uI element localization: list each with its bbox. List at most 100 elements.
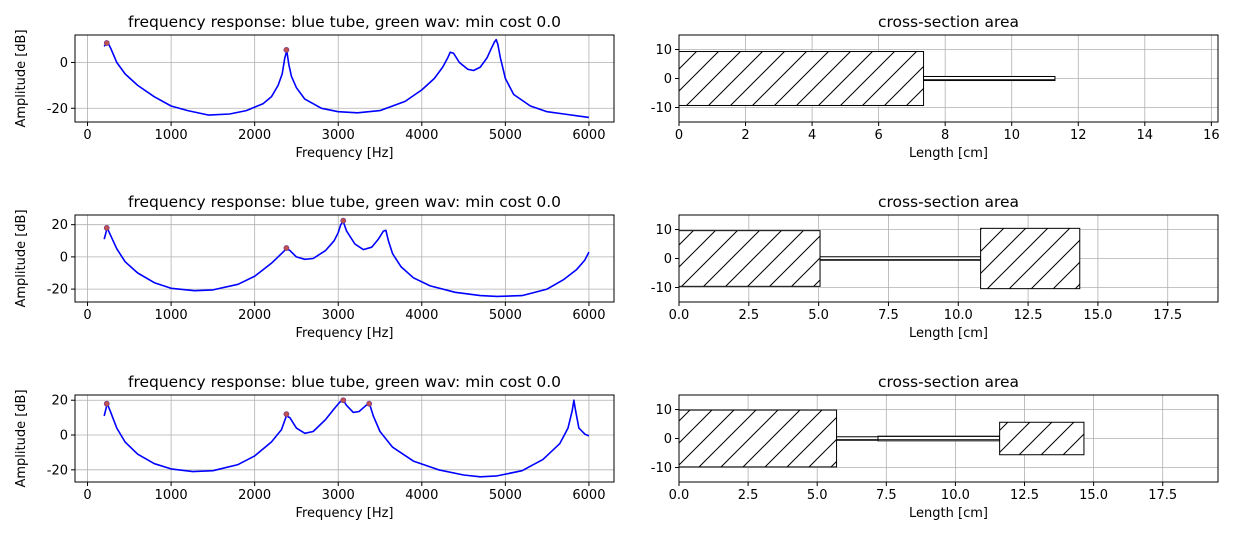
y-tick-label: 10 (655, 43, 672, 58)
area-segment (999, 421, 1085, 456)
area-segment (679, 51, 925, 106)
x-tick-label: 12 (1070, 128, 1087, 143)
y-tick-label: 0 (664, 252, 672, 267)
x-tick-label: 16 (1203, 128, 1220, 143)
x-tick-label: 15.0 (1083, 308, 1112, 323)
y-tick-label: 0 (664, 432, 672, 447)
x-tick-label: 1000 (155, 308, 188, 323)
x-tick-label: 12.5 (1014, 308, 1043, 323)
plot-area (103, 38, 590, 119)
chart-title: frequency response: blue tube, green wav… (128, 13, 561, 31)
x-tick-label: 5000 (489, 128, 522, 143)
x-tick-label: 2.5 (738, 308, 759, 323)
area-segment (980, 227, 1081, 290)
peak-marker (366, 400, 373, 407)
x-tick-label: 7.5 (878, 308, 899, 323)
axes-frame (74, 394, 615, 483)
x-tick-label: 0 (83, 488, 91, 503)
axes-frame (74, 214, 615, 303)
x-tick-label: 5000 (489, 488, 522, 503)
x-tick-label: 6000 (572, 308, 605, 323)
x-tick-label: 3000 (322, 488, 355, 503)
chart-4: 0.0 2.5 5.0 7.5 10.0 12.5 15.0 17.5 -10 0 10 cross-… (651, 193, 1219, 341)
area-segment (819, 256, 982, 261)
x-axis-label: Frequency [Hz] (295, 326, 393, 341)
peak-marker (103, 40, 110, 46)
y-tick-label: -20 (47, 102, 68, 117)
area-segment (679, 409, 838, 468)
chart-1: 0 1000 2000 3000 4000 5000 6000 -20 0 frequency r… (14, 13, 615, 161)
axes-frame (74, 34, 615, 123)
plot-area (679, 51, 1056, 106)
x-axis-label: Length [cm] (909, 506, 988, 521)
x-tick-label: 17.5 (1153, 308, 1182, 323)
x-tick-label: 6 (874, 128, 882, 143)
x-axis-label: Frequency [Hz] (295, 146, 393, 161)
area-segment (923, 75, 1056, 82)
x-tick-label: 3000 (322, 128, 355, 143)
x-tick-label: 15.0 (1079, 488, 1108, 503)
y-tick-label: -10 (651, 101, 672, 116)
peak-marker (283, 245, 290, 251)
x-tick-label: 2.5 (738, 488, 759, 503)
x-tick-label: 2000 (238, 128, 271, 143)
y-tick-label: 0 (60, 56, 68, 71)
y-tick-label: 10 (655, 403, 672, 418)
chart-title: frequency response: blue tube, green wav… (128, 193, 561, 211)
x-tick-label: 5000 (489, 308, 522, 323)
x-tick-label: 4 (808, 128, 816, 143)
y-axis-label: Amplitude [dB] (14, 209, 29, 307)
x-tick-label: 1000 (155, 128, 188, 143)
y-axis-label: Amplitude [dB] (14, 29, 29, 127)
x-tick-label: 6000 (572, 128, 605, 143)
x-tick-label: 2000 (238, 308, 271, 323)
x-tick-label: 12.5 (1010, 488, 1039, 503)
area-segment (679, 230, 821, 287)
y-tick-label: 20 (51, 394, 68, 409)
x-tick-label: 0 (83, 128, 91, 143)
x-tick-label: 4000 (405, 128, 438, 143)
chart-title: cross-section area (878, 373, 1019, 391)
x-tick-label: 0.0 (669, 488, 690, 503)
plot-area (103, 397, 590, 478)
y-tick-label: 0 (664, 72, 672, 87)
peak-marker (103, 224, 110, 231)
x-tick-label: 0.0 (669, 308, 690, 323)
peak-marker (340, 397, 347, 404)
y-tick-label: -10 (651, 281, 672, 296)
y-tick-label: 20 (51, 218, 68, 233)
frequency-response-line (103, 38, 590, 119)
x-tick-label: 3000 (322, 308, 355, 323)
area-segment (836, 436, 879, 441)
y-tick-label: -20 (47, 283, 68, 298)
x-tick-label: 10.0 (944, 308, 973, 323)
y-tick-label: 10 (655, 223, 672, 238)
plot-area (679, 227, 1081, 290)
y-tick-label: 0 (60, 429, 68, 444)
chart-title: cross-section area (878, 13, 1019, 31)
chart-title: cross-section area (878, 193, 1019, 211)
chart-3: 0 1000 2000 3000 4000 5000 6000 -20 0 20 frequency… (14, 193, 615, 341)
x-tick-label: 5.0 (808, 308, 829, 323)
x-tick-label: 8 (941, 128, 949, 143)
x-tick-label: 6000 (572, 488, 605, 503)
frequency-response-line (103, 399, 590, 478)
frequency-response-line (103, 220, 590, 298)
x-tick-label: 4000 (405, 308, 438, 323)
chart-5: 0 1000 2000 3000 4000 5000 6000 -20 0 20 frequency… (14, 373, 615, 521)
plot-area (103, 217, 590, 298)
area-segment (877, 435, 1001, 442)
y-tick-label: 0 (60, 250, 68, 265)
x-tick-label: 10 (1003, 128, 1020, 143)
x-tick-label: 1000 (155, 488, 188, 503)
y-tick-label: -20 (47, 463, 68, 478)
y-axis-label: Amplitude [dB] (14, 389, 29, 487)
chart-6: 0.0 2.5 5.0 7.5 10.0 12.5 15.0 17.5 -10 0 10 cross-… (651, 373, 1219, 521)
peak-marker (103, 400, 110, 407)
y-tick-label: -10 (651, 461, 672, 476)
x-tick-label: 17.5 (1148, 488, 1177, 503)
x-tick-label: 7.5 (876, 488, 897, 503)
x-tick-label: 0 (675, 128, 683, 143)
